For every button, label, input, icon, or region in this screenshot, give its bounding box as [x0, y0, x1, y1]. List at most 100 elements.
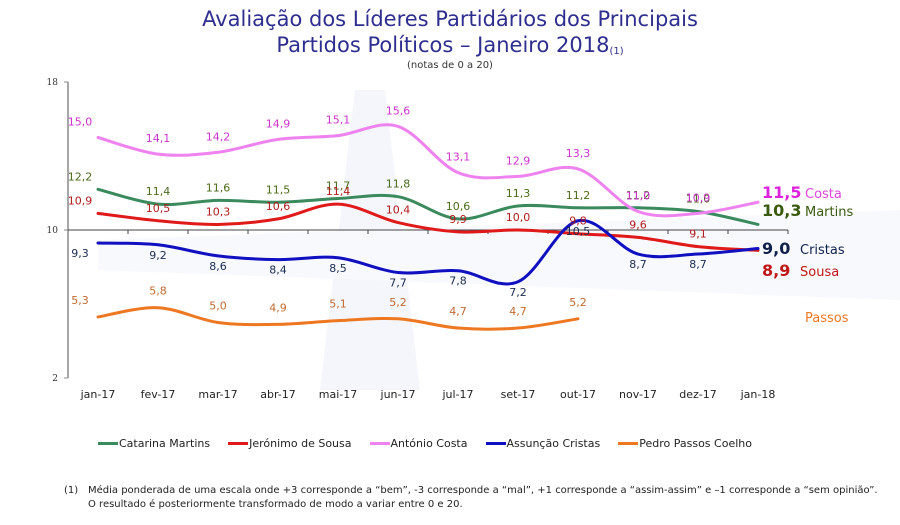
data-label-passos: 5,2	[389, 296, 407, 309]
y-tick-label: 18	[47, 78, 59, 88]
data-label-martins: 11,2	[566, 189, 591, 202]
series-lines	[96, 123, 760, 331]
chart-subtitle: (notas de 0 a 20)	[407, 60, 493, 71]
data-label-sousa: 9,6	[629, 218, 647, 231]
data-label-sousa: 10,3	[206, 205, 231, 218]
end-value: 8,9	[762, 261, 790, 280]
data-label-martins: 11,4	[146, 185, 171, 198]
footnote-marker: (1)	[64, 485, 79, 496]
data-label-cristas: 7,2	[509, 286, 527, 299]
data-label-cristas: 8,5	[329, 262, 347, 275]
data-label-martins: 11,6	[206, 181, 231, 194]
legend-label: Pedro Passos Coelho	[639, 437, 752, 450]
footnote-line2: O resultado é posteriormente transformad…	[88, 499, 463, 510]
data-label-passos: 5,3	[71, 294, 89, 307]
data-label-sousa: 10,5	[146, 202, 171, 215]
end-value: 10,3	[762, 201, 801, 220]
series-line-costa	[96, 123, 760, 218]
end-label-cristas: 9,0 Cristas	[762, 239, 845, 258]
y-tick-label: 10	[47, 226, 59, 236]
legend-label: Assunção Cristas	[506, 437, 601, 450]
end-name: Cristas	[800, 243, 845, 258]
end-labels: 10,3 Martins 8,9 Sousa 11,5 Costa 9,0 Cristas Pa…	[762, 183, 853, 326]
data-label-cristas: 8,6	[209, 260, 227, 273]
data-label-passos: 5,2	[569, 296, 587, 309]
data-label-costa: 15,6	[386, 104, 411, 117]
legend-swatch	[98, 442, 118, 445]
data-label-passos: 4,7	[509, 305, 527, 318]
data-label-cristas: 7,8	[449, 275, 467, 288]
data-label-martins: 11,2	[626, 189, 651, 202]
data-labels: 12,2 11,4 11,6 11,5 11,7 11,8 10,6 11,3 11,2 11,2…	[68, 104, 711, 318]
x-tick-label: jan-17	[80, 388, 116, 401]
data-label-martins: 12,2	[68, 170, 93, 183]
legend-swatch	[485, 442, 506, 445]
legend-item-passos: Pedro Passos Coelho	[618, 437, 752, 450]
data-label-sousa: 10,6	[266, 200, 291, 213]
end-label-costa: 11,5 Costa	[762, 183, 842, 202]
data-label-passos: 4,7	[449, 305, 467, 318]
data-label-martins: 11,0	[686, 193, 711, 206]
series-line-martins	[96, 187, 760, 226]
data-label-cristas: 10,5	[566, 225, 591, 238]
x-tick-label: jul-17	[441, 388, 473, 401]
legend-item-cristas: Assunção Cristas	[485, 437, 601, 450]
background-watermark	[98, 90, 900, 390]
data-label-martins: 11,8	[386, 178, 411, 191]
data-label-sousa: 9,9	[449, 213, 467, 226]
end-name: Martins	[805, 205, 853, 220]
end-name: Passos	[805, 311, 849, 326]
x-tick-label: fev-17	[141, 388, 176, 401]
data-label-cristas: 9,3	[71, 247, 89, 260]
data-label-passos: 4,9	[269, 301, 287, 314]
data-label-martins: 10,6	[446, 200, 471, 213]
end-name: Costa	[805, 187, 842, 202]
data-label-costa: 12,9	[506, 154, 531, 167]
legend-label: António Costa	[390, 437, 468, 450]
data-label-sousa: 10,0	[506, 211, 531, 224]
data-label-costa: 11,0	[626, 190, 651, 203]
x-tick-label: dez-17	[679, 388, 717, 401]
x-tick-label: out-17	[560, 388, 596, 401]
x-tick-label: mar-17	[198, 388, 237, 401]
x-tick-label: mai-17	[319, 388, 357, 401]
legend: Catarina Martins Jerónimo de Sousa António…	[98, 437, 752, 450]
legend-item-martins: Catarina Martins	[98, 437, 210, 450]
footnote-line1: Média ponderada de uma escala onde +3 co…	[88, 485, 878, 496]
data-label-cristas: 8,7	[629, 258, 647, 271]
series-line-passos	[96, 306, 580, 331]
end-label-sousa: 8,9 Sousa	[762, 261, 839, 280]
data-label-passos: 5,1	[329, 298, 347, 311]
data-label-cristas: 8,7	[689, 258, 707, 271]
title-text-2: Partidos Políticos – Janeiro 2018	[276, 33, 610, 57]
x-tick-label: jan-18	[740, 388, 776, 401]
end-value: 9,0	[762, 239, 790, 258]
legend-label: Jerónimo de Sousa	[249, 437, 352, 450]
data-label-costa: 14,1	[146, 132, 171, 145]
data-label-martins: 11,7	[326, 180, 351, 193]
data-label-cristas: 9,2	[149, 249, 167, 262]
series-line-sousa	[96, 202, 760, 252]
data-label-costa: 13,1	[446, 151, 471, 164]
footnote: (1) Média ponderada de uma escala onde +3…	[64, 484, 878, 512]
data-label-cristas: 8,4	[269, 264, 287, 277]
data-label-sousa: 11,4	[326, 185, 351, 198]
data-label-costa: 14,9	[266, 117, 291, 130]
legend-swatch	[228, 442, 249, 445]
data-label-cristas: 7,7	[389, 277, 407, 290]
chart-title-line1: Avaliação dos Líderes Partidários dos Pr…	[0, 6, 900, 32]
legend-swatch	[618, 442, 639, 445]
data-label-costa: 10,9	[686, 191, 711, 204]
legend-item-sousa: Jerónimo de Sousa	[228, 437, 352, 450]
data-label-sousa: 9,8	[569, 215, 587, 228]
title-text: Avaliação dos Líderes Partidários dos Pr…	[202, 7, 698, 31]
legend-item-costa: António Costa	[369, 437, 468, 450]
x-tick-labels: jan-17 fev-17 mar-17 abr-17 mai-17 jun-17 jul-…	[80, 388, 776, 401]
x-tick-label: set-17	[501, 388, 536, 401]
end-label-martins: 10,3 Martins	[762, 201, 853, 220]
end-name: Sousa	[800, 265, 839, 280]
series-line-cristas	[96, 218, 760, 286]
data-label-passos: 5,0	[209, 300, 227, 313]
legend-label: Catarina Martins	[119, 437, 211, 450]
data-label-sousa: 10,9	[68, 194, 93, 207]
